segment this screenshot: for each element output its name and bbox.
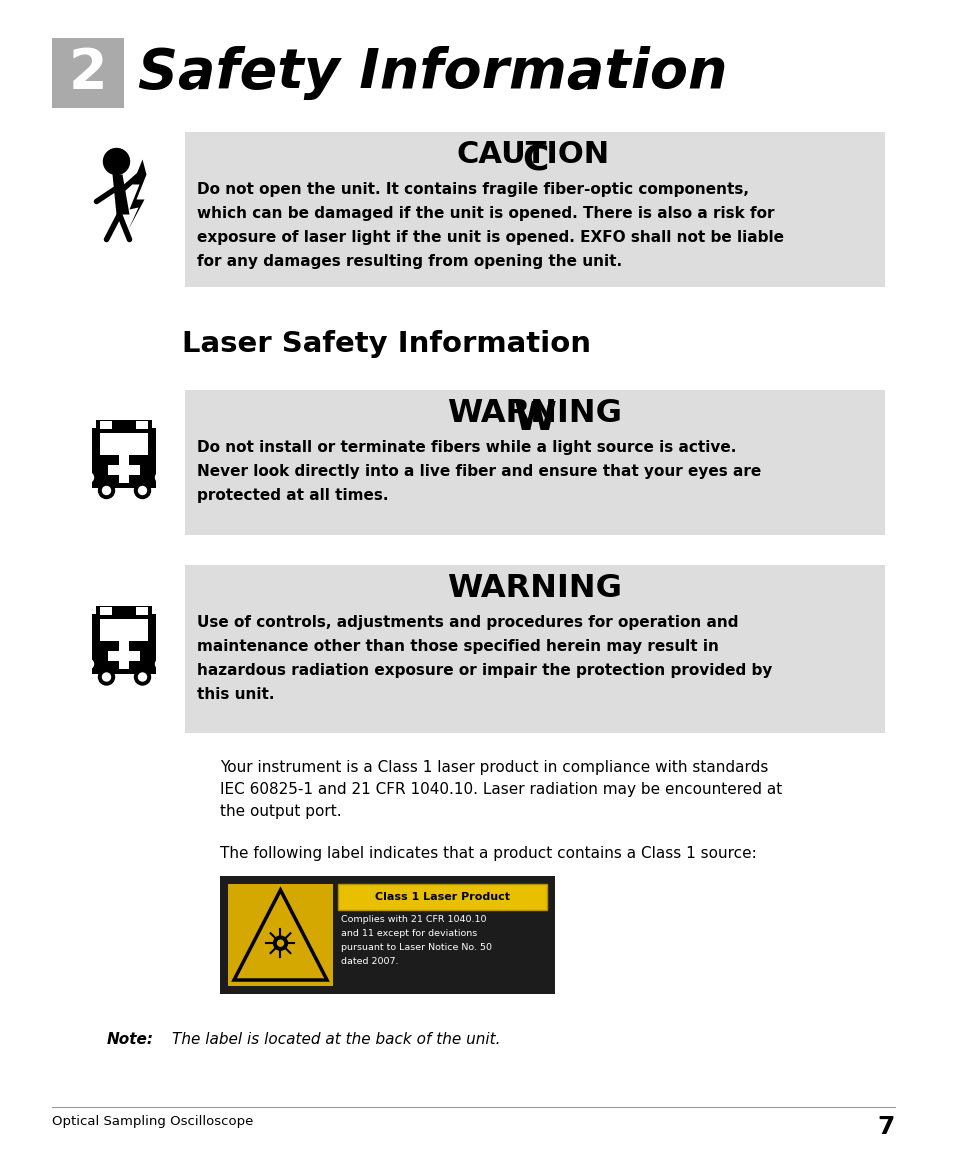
Bar <box>96 606 152 615</box>
Text: the output port.: the output port. <box>220 804 341 819</box>
Circle shape <box>274 936 287 950</box>
Bar <box>228 884 333 986</box>
Circle shape <box>103 148 130 175</box>
Bar <box>136 607 149 615</box>
Text: Note:: Note: <box>107 1032 153 1047</box>
Polygon shape <box>112 175 130 214</box>
Circle shape <box>84 473 93 482</box>
Text: WARNING: WARNING <box>447 398 622 429</box>
Bar <box>96 420 152 430</box>
Bar <box>109 465 140 474</box>
Text: 7: 7 <box>877 1115 894 1139</box>
Circle shape <box>134 482 151 498</box>
Circle shape <box>102 673 111 681</box>
Bar <box>100 432 149 454</box>
Text: maintenance other than those specified herein may result in: maintenance other than those specified h… <box>196 639 719 654</box>
Polygon shape <box>233 890 327 981</box>
Bar <box>92 614 156 675</box>
Text: Laser Safety Information: Laser Safety Information <box>182 330 590 358</box>
Circle shape <box>155 659 165 669</box>
Polygon shape <box>129 160 147 229</box>
Bar <box>185 564 884 732</box>
Text: Do not open the unit. It contains fragile fiber-optic components,: Do not open the unit. It contains fragil… <box>196 182 748 197</box>
Circle shape <box>138 673 147 681</box>
Bar <box>52 38 124 108</box>
Text: Safety Information: Safety Information <box>138 46 727 100</box>
Circle shape <box>155 473 165 482</box>
Circle shape <box>102 487 111 495</box>
Text: C: C <box>521 143 548 176</box>
Circle shape <box>98 482 114 498</box>
Text: Optical Sampling Oscilloscope: Optical Sampling Oscilloscope <box>52 1115 253 1128</box>
Text: Complies with 21 CFR 1040.10: Complies with 21 CFR 1040.10 <box>340 914 486 924</box>
Text: Do not install or terminate fibers while a light source is active.: Do not install or terminate fibers while… <box>196 440 736 455</box>
Text: Never look directly into a live fiber and ensure that your eyes are: Never look directly into a live fiber an… <box>196 464 760 479</box>
Circle shape <box>134 669 151 685</box>
Bar <box>337 884 546 910</box>
Text: exposure of laser light if the unit is opened. EXFO shall not be liable: exposure of laser light if the unit is o… <box>196 229 783 245</box>
Text: Class 1 Laser Product: Class 1 Laser Product <box>375 892 510 902</box>
Bar <box>119 454 130 482</box>
Text: Use of controls, adjustments and procedures for operation and: Use of controls, adjustments and procedu… <box>196 615 738 630</box>
Circle shape <box>98 669 114 685</box>
Bar <box>100 421 112 429</box>
Bar <box>119 641 130 669</box>
Text: dated 2007.: dated 2007. <box>340 957 398 965</box>
Text: IEC 60825-1 and 21 CFR 1040.10. Laser radiation may be encountered at: IEC 60825-1 and 21 CFR 1040.10. Laser ra… <box>220 782 781 797</box>
Text: WARNING: WARNING <box>447 573 622 604</box>
Bar <box>136 421 149 429</box>
Text: W: W <box>513 400 556 438</box>
Circle shape <box>84 659 93 669</box>
Text: protected at all times.: protected at all times. <box>196 488 388 503</box>
Text: for any damages resulting from opening the unit.: for any damages resulting from opening t… <box>196 254 621 269</box>
Text: The label is located at the back of the unit.: The label is located at the back of the … <box>172 1032 500 1047</box>
Bar <box>100 619 149 641</box>
Circle shape <box>138 487 147 495</box>
Circle shape <box>277 940 283 946</box>
Bar <box>109 651 140 661</box>
Text: and 11 except for deviations: and 11 except for deviations <box>340 930 476 938</box>
Bar <box>185 132 884 287</box>
Text: this unit.: this unit. <box>196 687 274 702</box>
Text: The following label indicates that a product contains a Class 1 source:: The following label indicates that a pro… <box>220 846 756 861</box>
Text: Your instrument is a Class 1 laser product in compliance with standards: Your instrument is a Class 1 laser produ… <box>220 760 767 775</box>
Bar <box>185 389 884 535</box>
Text: pursuant to Laser Notice No. 50: pursuant to Laser Notice No. 50 <box>340 943 492 952</box>
Text: CAUTION: CAUTION <box>456 140 609 169</box>
Bar <box>92 428 156 488</box>
Text: hazardous radiation exposure or impair the protection provided by: hazardous radiation exposure or impair t… <box>196 663 772 678</box>
Text: 2: 2 <box>69 46 107 100</box>
Bar <box>220 876 555 994</box>
Text: which can be damaged if the unit is opened. There is also a risk for: which can be damaged if the unit is open… <box>196 206 774 221</box>
Bar <box>100 607 112 615</box>
